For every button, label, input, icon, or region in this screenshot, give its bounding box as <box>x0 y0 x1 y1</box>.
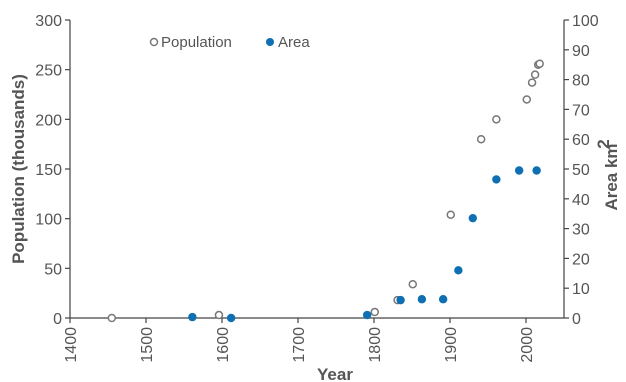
area-point <box>226 313 236 323</box>
left-y-ticks: 0 50 100 150 200 250 300 <box>35 13 70 328</box>
area-point <box>396 295 405 305</box>
right-y-tick-label: 100 <box>572 13 599 30</box>
legend-area-marker <box>266 38 274 46</box>
x-tick-label: 1900 <box>443 327 460 363</box>
population-point <box>107 313 117 323</box>
right-y-tick-label: 20 <box>572 251 590 268</box>
axes <box>69 20 565 319</box>
left-y-tick-label: 0 <box>53 311 62 328</box>
right-y-axis-title-text: Area km <box>602 143 621 210</box>
area-point <box>362 310 372 320</box>
x-tick-label: 1600 <box>215 327 232 363</box>
left-y-tick-label: 200 <box>35 112 62 129</box>
left-y-tick-label: 50 <box>44 261 62 278</box>
population-point <box>476 134 486 144</box>
area-point <box>438 295 448 304</box>
area-point <box>468 213 477 223</box>
area-point <box>454 266 463 275</box>
right-y-tick-label: 80 <box>572 73 590 90</box>
left-y-tick-label: 100 <box>35 212 62 229</box>
x-tick-label: 1500 <box>139 327 156 363</box>
right-y-tick-label: 60 <box>572 132 590 149</box>
right-y-axis-title: Area km 2 <box>594 139 621 210</box>
right-y-axis-title-superscript: 2 <box>594 139 613 148</box>
right-y-tick-label: 0 <box>572 311 581 328</box>
right-y-tick-label: 40 <box>572 192 590 209</box>
right-y-tick-label: 10 <box>572 281 590 298</box>
x-axis-title: Year <box>317 365 353 382</box>
left-y-axis-title: Population (thousands) <box>9 74 28 264</box>
series-population <box>107 59 544 323</box>
population-point <box>527 78 537 87</box>
left-y-tick-label: 250 <box>35 63 62 80</box>
x-tick-label: 1800 <box>367 327 384 363</box>
right-y-tick-label: 30 <box>572 222 590 239</box>
area-point <box>532 166 541 175</box>
population-point <box>522 95 532 104</box>
population-point <box>408 279 418 289</box>
x-ticks: 1400 1500 1600 1700 1800 1900 2000 <box>63 318 536 363</box>
population-point <box>446 210 456 219</box>
right-y-ticks: 0 10 20 30 40 50 60 70 80 90 100 <box>564 13 599 328</box>
left-y-tick-label: 150 <box>35 162 62 179</box>
right-y-tick-label: 70 <box>572 102 590 119</box>
legend: Population Area <box>149 34 310 51</box>
left-y-tick-label: 300 <box>35 13 62 30</box>
x-tick-label: 1400 <box>63 327 80 363</box>
series-layer <box>107 59 544 323</box>
right-y-tick-label: 90 <box>572 43 590 60</box>
population-point <box>535 59 544 68</box>
right-y-tick-label: 50 <box>572 162 590 179</box>
area-point <box>417 295 427 304</box>
x-tick-label: 1700 <box>291 327 308 363</box>
population-point <box>214 310 224 320</box>
area-point <box>188 312 197 322</box>
population-point <box>492 115 501 124</box>
area-point <box>492 175 501 184</box>
population-point <box>530 70 540 79</box>
area-point <box>514 166 524 175</box>
legend-population-label: Population <box>161 34 232 51</box>
x-tick-label: 2000 <box>519 327 536 363</box>
population-point <box>370 307 380 317</box>
legend-area-label: Area <box>278 34 310 51</box>
legend-population-marker <box>149 37 159 47</box>
series-area <box>188 166 541 323</box>
